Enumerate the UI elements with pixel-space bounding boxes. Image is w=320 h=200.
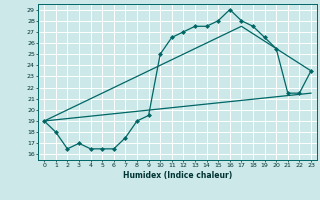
X-axis label: Humidex (Indice chaleur): Humidex (Indice chaleur) [123, 171, 232, 180]
